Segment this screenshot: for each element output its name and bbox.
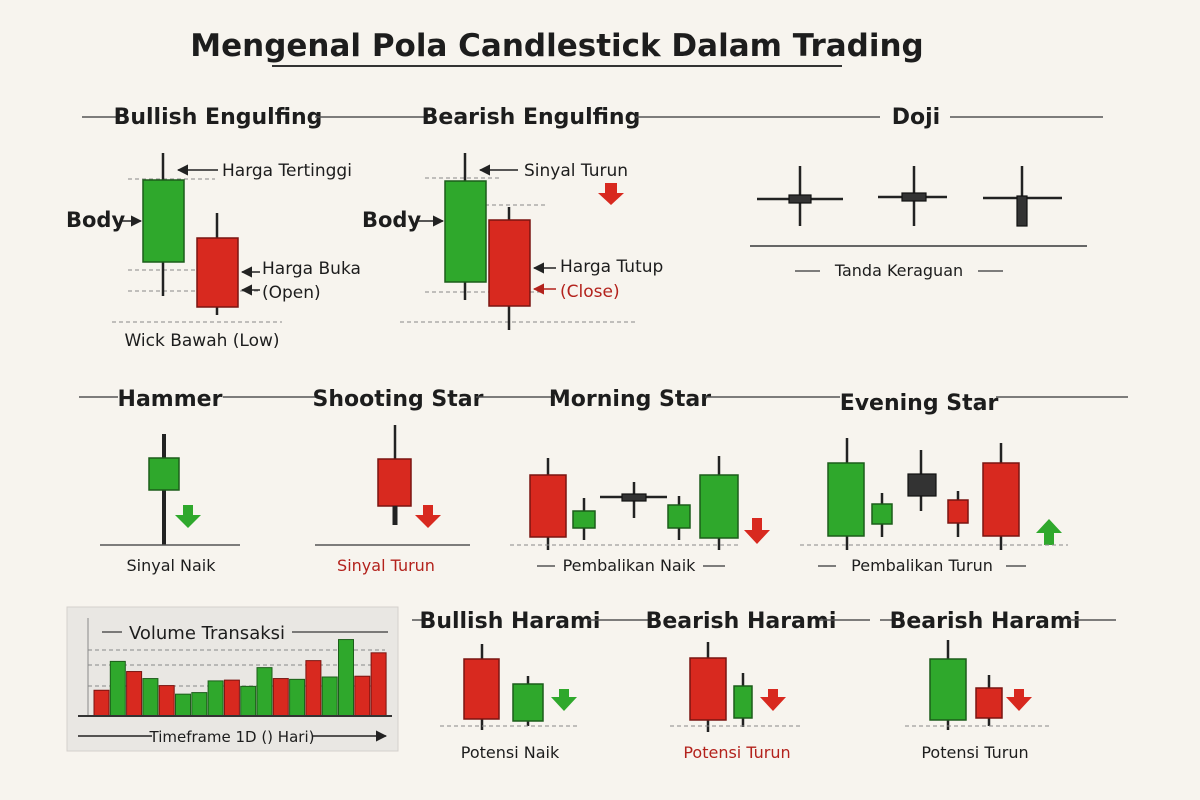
label-high: Harga Tertinggi [222, 161, 352, 181]
volume-bar [142, 678, 159, 717]
caption: Pembalikan Naik [563, 556, 697, 575]
hammer-candle [148, 457, 180, 491]
volume-bar [207, 680, 224, 717]
pattern-hammer: Hammer Sinyal Naik [79, 387, 322, 575]
pattern-bullish-harami: Bullish Harami Potensi Naik [412, 609, 658, 762]
label-body: Body [362, 208, 421, 232]
bearish-candle [689, 657, 727, 721]
down-arrow-icon [744, 518, 770, 544]
page-title: Mengenal Pola Candlestick Dalam Trading [190, 28, 924, 64]
star-candle [621, 493, 647, 502]
volume-bars [93, 639, 387, 717]
bullish-candle [444, 180, 487, 283]
pattern-bearish-harami-1: Bearish Harami Potensi Turun [646, 609, 870, 762]
star-candle [907, 473, 937, 497]
volume-panel: Volume Transaksi Timeframe 1D () Hari) [66, 606, 399, 752]
up-arrow-icon [1036, 519, 1062, 545]
down-arrow-icon [415, 505, 441, 528]
volume-bar [109, 660, 126, 717]
volume-bar [175, 693, 191, 717]
label-signal: Sinyal Turun [524, 161, 628, 181]
volume-bar [223, 679, 240, 717]
doji-candle [878, 166, 947, 226]
pattern-shooting-star: Shooting Star Sinyal Turun [313, 387, 522, 575]
bullish-candle [572, 510, 596, 529]
bearish-candle [975, 687, 1003, 719]
doji-candle [757, 166, 843, 226]
shooting-star-candle [377, 458, 412, 507]
caption: Sinyal Turun [337, 556, 435, 575]
pattern-evening-star: Evening Star Pembalikan Turun [800, 391, 1128, 575]
bearish-candle [196, 237, 239, 308]
down-arrow-icon [175, 505, 201, 528]
volume-bar [305, 660, 322, 717]
pattern-bearish-engulfing: Bearish Engulfing Sinyal Turun Body Harg… [362, 105, 880, 330]
label-open-en: (Open) [262, 283, 321, 303]
pattern-title: Morning Star [549, 387, 711, 412]
timeframe-label: Timeframe 1D () Hari) [149, 728, 315, 746]
volume-bar [191, 692, 208, 717]
bullish-candle [929, 658, 967, 721]
bullish-candle [699, 474, 739, 539]
volume-bar [338, 639, 354, 717]
volume-bar [240, 685, 257, 717]
caption: Potensi Naik [461, 743, 560, 762]
volume-bar [289, 678, 306, 717]
caption: Potensi Turun [683, 743, 790, 762]
label-body: Body [66, 208, 125, 232]
label-close: Harga Tutup [560, 257, 663, 277]
bearish-candle [463, 658, 500, 720]
bullish-candle [667, 504, 691, 529]
pattern-title: Bullish Harami [420, 609, 601, 634]
caption: Tanda Keraguan [834, 261, 963, 280]
bearish-candle [947, 499, 969, 524]
volume-bar [321, 676, 338, 717]
pattern-doji: Doji Tanda Keraguan [750, 105, 1103, 280]
pattern-title: Hammer [118, 387, 223, 412]
bearish-candle [488, 219, 531, 307]
volume-bar [354, 675, 371, 717]
pattern-title: Bearish Engulfing [422, 105, 641, 130]
down-arrow-icon [598, 183, 624, 205]
bullish-candle [142, 179, 185, 263]
label-low: Wick Bawah (Low) [124, 331, 279, 351]
doji-candle [983, 166, 1062, 227]
pattern-bearish-harami-2: Bearish Harami Potensi Turun [880, 609, 1116, 762]
pattern-title: Bearish Harami [646, 609, 837, 634]
bullish-candle [733, 685, 753, 719]
label-open: Harga Buka [262, 259, 361, 279]
pattern-title: Bearish Harami [890, 609, 1081, 634]
caption: Potensi Turun [921, 743, 1028, 762]
volume-bar [126, 671, 143, 717]
pattern-bullish-engulfing: Bullish Engulfing Harga Tertinggi Body H… [66, 105, 430, 351]
bullish-candle [871, 503, 893, 525]
down-arrow-icon [760, 689, 786, 711]
volume-bar [158, 685, 175, 717]
caption: Sinyal Naik [126, 556, 216, 575]
down-arrow-icon [551, 689, 577, 711]
bullish-candle [512, 683, 544, 722]
bearish-candle [982, 462, 1020, 537]
pattern-morning-star: Morning Star Pembalikan Naik [510, 387, 840, 575]
pattern-title: Evening Star [840, 391, 999, 416]
volume-bar [256, 667, 273, 717]
pattern-title: Doji [892, 105, 940, 130]
bearish-candle [529, 474, 567, 538]
pattern-title: Shooting Star [313, 387, 484, 412]
volume-title: Volume Transaksi [129, 623, 285, 644]
volume-bar [370, 652, 387, 717]
volume-bar [272, 678, 289, 717]
down-arrow-icon [1006, 689, 1032, 711]
pattern-title: Bullish Engulfing [114, 105, 323, 130]
volume-bar [93, 689, 110, 717]
label-close-en: (Close) [560, 282, 620, 302]
bullish-candle [827, 462, 865, 537]
caption: Pembalikan Turun [851, 556, 993, 575]
